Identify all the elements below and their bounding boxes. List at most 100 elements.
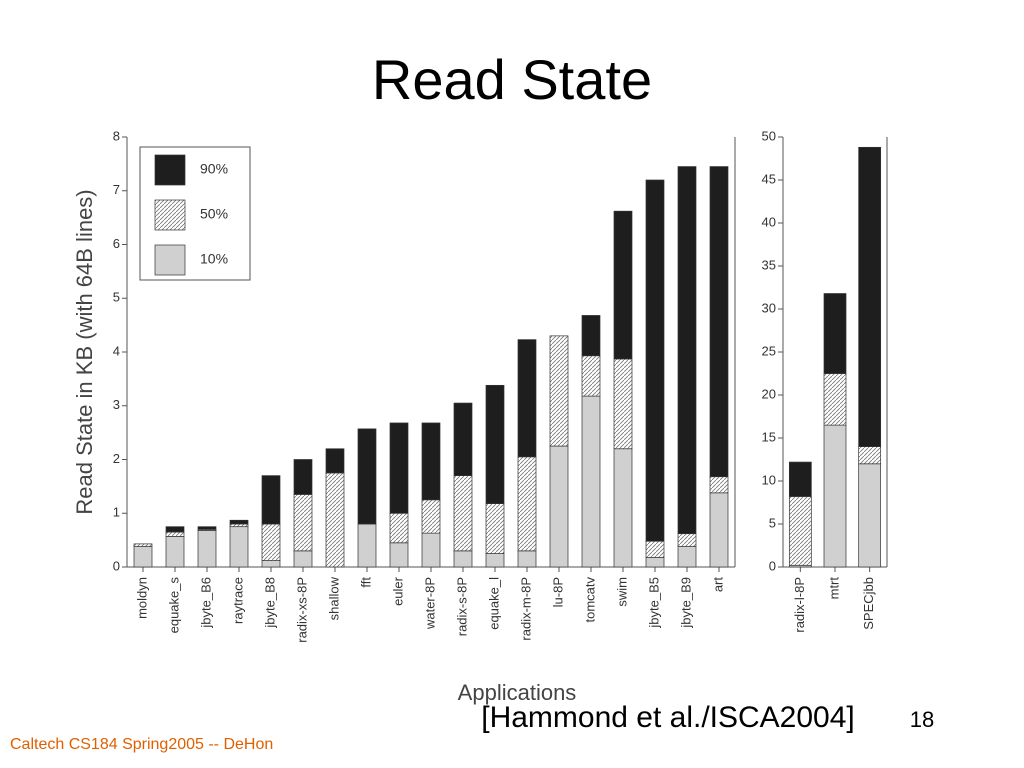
bar-segment [389,512,409,544]
x-tick-label: water-8P [422,577,437,630]
x-tick-label: equake_s [166,577,181,634]
bar-segment [357,523,377,568]
x-tick-label: jbyte_B6 [198,577,213,629]
y-tick-label: 10 [762,472,776,487]
x-tick-label: tomcatv [582,577,597,623]
y-tick-label: 5 [769,515,776,530]
bar-segment [709,166,729,478]
bar-segment [165,526,185,533]
y-tick-label: 25 [762,343,776,358]
bar-segment [165,531,185,537]
bar-segment [517,456,537,552]
legend-label: 50% [200,206,228,222]
y-tick-label: 15 [762,429,776,444]
y-tick-label: 40 [762,214,776,229]
y-tick-label: 35 [762,257,776,272]
x-axis-label: Applications [458,680,577,705]
bar-segment [421,499,441,534]
bar-segment [325,472,345,568]
legend-label: 90% [200,161,228,177]
y-tick-label: 7 [113,182,120,197]
x-tick-label: jbyte_B8 [262,577,277,629]
bar-segment [421,532,441,568]
x-tick-label: jbyte_B5 [646,577,661,629]
bar-segment [133,546,153,568]
footer: Caltech CS184 Spring2005 -- DeHon [10,736,273,753]
bar-segment [293,550,313,568]
bar-segment [645,540,665,558]
bar-segment [325,448,345,474]
bar-segment [453,475,473,552]
legend-swatch [154,199,186,231]
bar-segment [453,402,473,476]
bar-segment [261,523,281,561]
bar-segment [421,422,441,501]
y-tick-label: 6 [113,236,120,251]
bar-segment [549,445,569,568]
x-tick-label: radix-s-8P [454,577,469,636]
x-tick-label: SPECjbb [861,577,876,630]
bar-segment [485,384,505,504]
y-tick-label: 5 [113,290,120,305]
bar-segment [709,492,729,568]
y-tick-label: 45 [762,171,776,186]
bar-segment [165,536,185,568]
legend-swatch [154,154,186,186]
x-tick-label: radix-xs-8P [294,577,309,643]
bar-segment [261,560,281,568]
bar-segment [229,519,249,525]
slide-title: Read State [372,48,652,111]
x-tick-label: swim [614,577,629,607]
bar-segment [645,556,665,568]
y-tick-label: 8 [113,128,120,143]
bar-segment [357,428,377,525]
bar-segment [823,373,847,426]
bar-segment [453,550,473,568]
bar-segment [613,210,633,360]
bar-segment [858,446,882,465]
bar-segment [517,339,537,458]
y-tick-label: 30 [762,300,776,315]
bar-segment [581,355,601,397]
bar-segment [293,459,313,495]
bar-segment [645,179,665,542]
x-tick-label: radix-l-8P [792,577,807,633]
y-tick-label: 2 [113,451,120,466]
bar-segment [823,293,847,374]
bar-segment [613,358,633,450]
bar-segment [549,335,569,447]
y-axis-label: Read State in KB (with 64B lines) [72,189,97,514]
y-tick-label: 3 [113,397,120,412]
bar-segment [613,448,633,568]
x-tick-label: moldyn [134,577,149,619]
y-tick-label: 20 [762,386,776,401]
bar-segment [133,543,153,547]
bar-segment [485,503,505,554]
bar-segment [677,533,697,547]
bar-segment [677,546,697,568]
x-tick-label: euler [390,576,405,606]
y-tick-label: 50 [762,128,776,143]
x-tick-label: fft [358,577,373,588]
bar-segment [823,424,847,568]
bar-segment [581,315,601,357]
citation: [Hammond et al./ISCA2004] [481,701,855,734]
bar-segment [293,494,313,552]
bar-segment [677,166,697,535]
bar-segment [389,542,409,568]
y-tick-label: 0 [113,558,120,573]
x-tick-label: mtrt [826,577,841,600]
bar-segment [788,461,812,497]
bar-segment [197,526,217,530]
bar-segment [709,476,729,494]
bar-segment [581,395,601,568]
x-tick-label: jbyte_B9 [678,577,693,629]
bar-segment [229,523,249,528]
x-tick-label: equake_l [486,577,501,630]
bar-segment [788,496,812,566]
x-tick-label: shallow [326,576,341,620]
bar-segment [858,463,882,568]
legend-label: 10% [200,251,228,267]
